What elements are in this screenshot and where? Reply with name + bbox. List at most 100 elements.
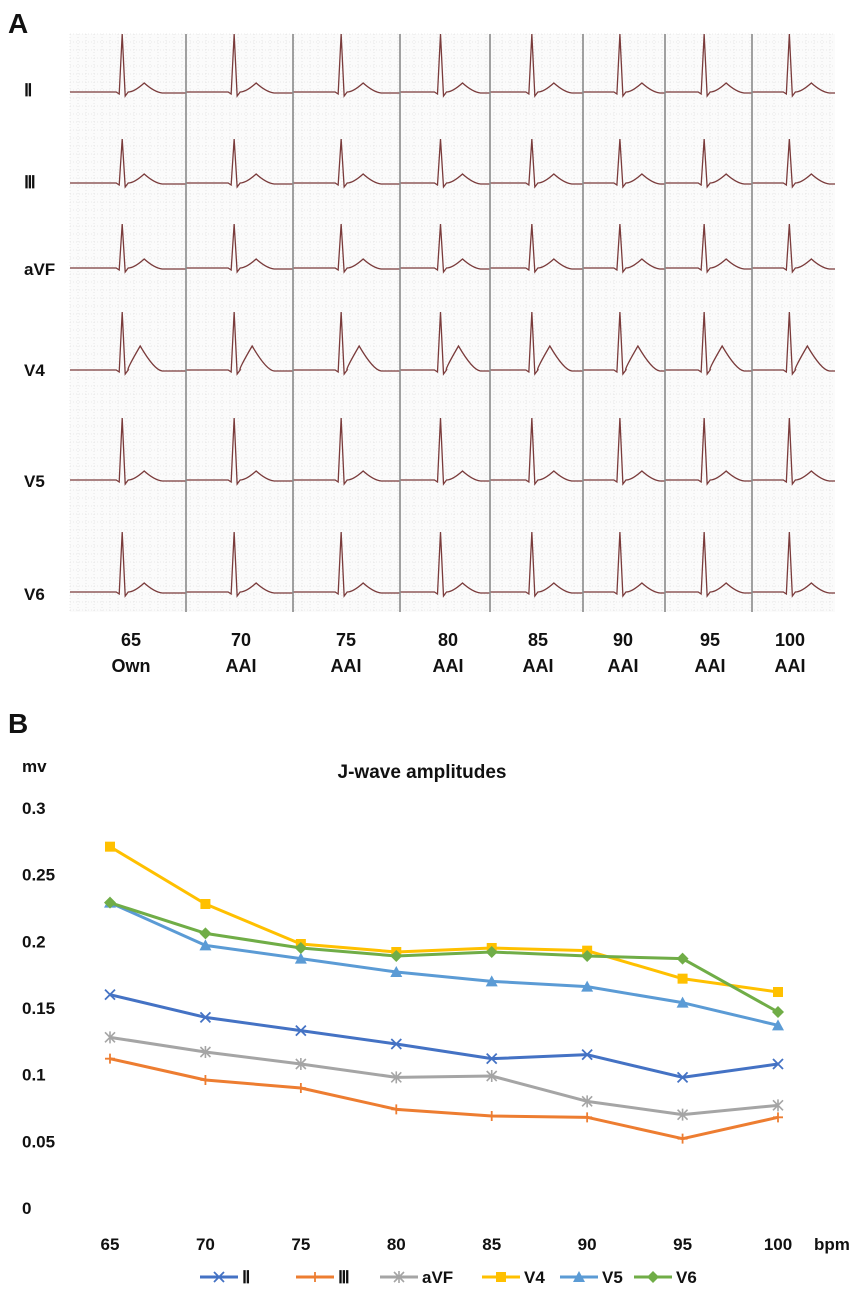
lead-label: aVF (24, 260, 55, 279)
ecg-trace (490, 417, 583, 486)
data-point (485, 946, 498, 958)
data-point (294, 942, 307, 954)
column-mode-label: AAI (608, 656, 639, 676)
lead-label: Ⅲ (24, 173, 36, 192)
y-tick-label: 0.3 (22, 799, 46, 818)
lead-label: Ⅱ (24, 81, 32, 100)
ecg-trace (583, 138, 665, 189)
y-tick-label: 0 (22, 1199, 31, 1218)
ecg-trace (665, 33, 752, 98)
lead-label: V5 (24, 472, 45, 491)
data-point (772, 1006, 784, 1018)
series-line (109, 993, 779, 1079)
data-point (581, 1095, 593, 1108)
x-tick-label: 85 (482, 1235, 501, 1254)
ecg-trace (293, 417, 400, 486)
ecg-traces (70, 33, 835, 598)
y-tick-label: 0.25 (22, 866, 55, 885)
ecg-trace (400, 417, 490, 486)
data-point (199, 1046, 211, 1058)
series-line (109, 1057, 779, 1141)
legend-item: aVF (380, 1268, 453, 1287)
series-line (109, 901, 779, 1027)
ecg-trace (400, 223, 490, 274)
data-point (581, 980, 594, 992)
y-tick-label: 0.15 (22, 999, 55, 1018)
data-point (647, 1271, 659, 1283)
y-tick-labels: 0 0.05 0.1 0.15 0.2 0.25 0.3 (22, 799, 55, 1218)
data-point (200, 899, 211, 909)
column-mode-label: AAI (433, 656, 464, 676)
data-point (486, 1053, 498, 1065)
data-point (773, 1112, 783, 1123)
ecg-trace (583, 311, 665, 376)
ecg-trace (70, 223, 186, 274)
data-point (677, 973, 688, 984)
x-axis-unit-label: bpm (814, 1235, 850, 1254)
series-line (109, 1035, 779, 1117)
series-V6 (104, 896, 784, 1018)
data-point (199, 939, 212, 951)
column-mode-label: AAI (775, 656, 806, 676)
data-point (310, 1272, 320, 1282)
ecg-trace (490, 138, 583, 189)
legend-item: Ⅱ (200, 1268, 250, 1287)
ecg-trace (293, 311, 400, 376)
ecg-grid (69, 33, 835, 612)
series-V4 (105, 841, 783, 997)
data-point (677, 1108, 689, 1121)
ecg-trace (70, 33, 186, 98)
ecg-trace (70, 311, 186, 376)
data-point (676, 1071, 689, 1083)
lead-label: V6 (24, 585, 45, 604)
ecg-trace (186, 138, 293, 189)
data-point (677, 1133, 688, 1144)
data-point (676, 996, 689, 1008)
data-point (573, 1271, 585, 1282)
data-point (199, 927, 212, 940)
column-mode-label: Own (112, 656, 151, 676)
ecg-trace (293, 33, 400, 98)
x-tick-label: 70 (196, 1235, 215, 1254)
ecg-trace (400, 311, 490, 376)
legend-item: V4 (482, 1268, 545, 1287)
data-point (213, 1271, 225, 1283)
panel-a-letter: A (8, 8, 29, 39)
legend-label: V4 (524, 1268, 545, 1287)
data-point (104, 1031, 116, 1044)
ecg-trace (70, 138, 186, 189)
lead-label: V4 (24, 361, 45, 380)
legend-label: V5 (602, 1268, 623, 1287)
data-point (772, 1058, 784, 1070)
column-mode-label: AAI (331, 656, 362, 676)
data-point (294, 952, 307, 964)
ecg-trace (490, 531, 583, 598)
column-rate-label: 90 (613, 630, 633, 650)
ecg-trace (186, 417, 293, 486)
ecg-trace (583, 33, 665, 98)
ecg-trace (752, 417, 835, 486)
ecg-trace (186, 311, 293, 376)
column-rate-label: 65 (121, 630, 141, 650)
legend-item: V5 (560, 1268, 623, 1287)
data-point (581, 950, 594, 962)
ecg-trace (70, 417, 186, 486)
ecg-trace (186, 33, 293, 98)
series-Ⅱ (104, 989, 784, 1083)
chart-title: J-wave amplitudes (338, 762, 507, 783)
legend-item: Ⅲ (296, 1268, 350, 1287)
ecg-trace (665, 138, 752, 189)
data-point (105, 841, 115, 852)
x-tick-label: 75 (291, 1235, 310, 1254)
data-point (104, 989, 116, 1001)
ecg-trace (665, 223, 752, 274)
x-tick-label: 100 (764, 1235, 792, 1254)
ecg-trace (583, 223, 665, 274)
data-point (390, 966, 403, 977)
ecg-trace (186, 531, 293, 598)
data-point (200, 1075, 211, 1085)
